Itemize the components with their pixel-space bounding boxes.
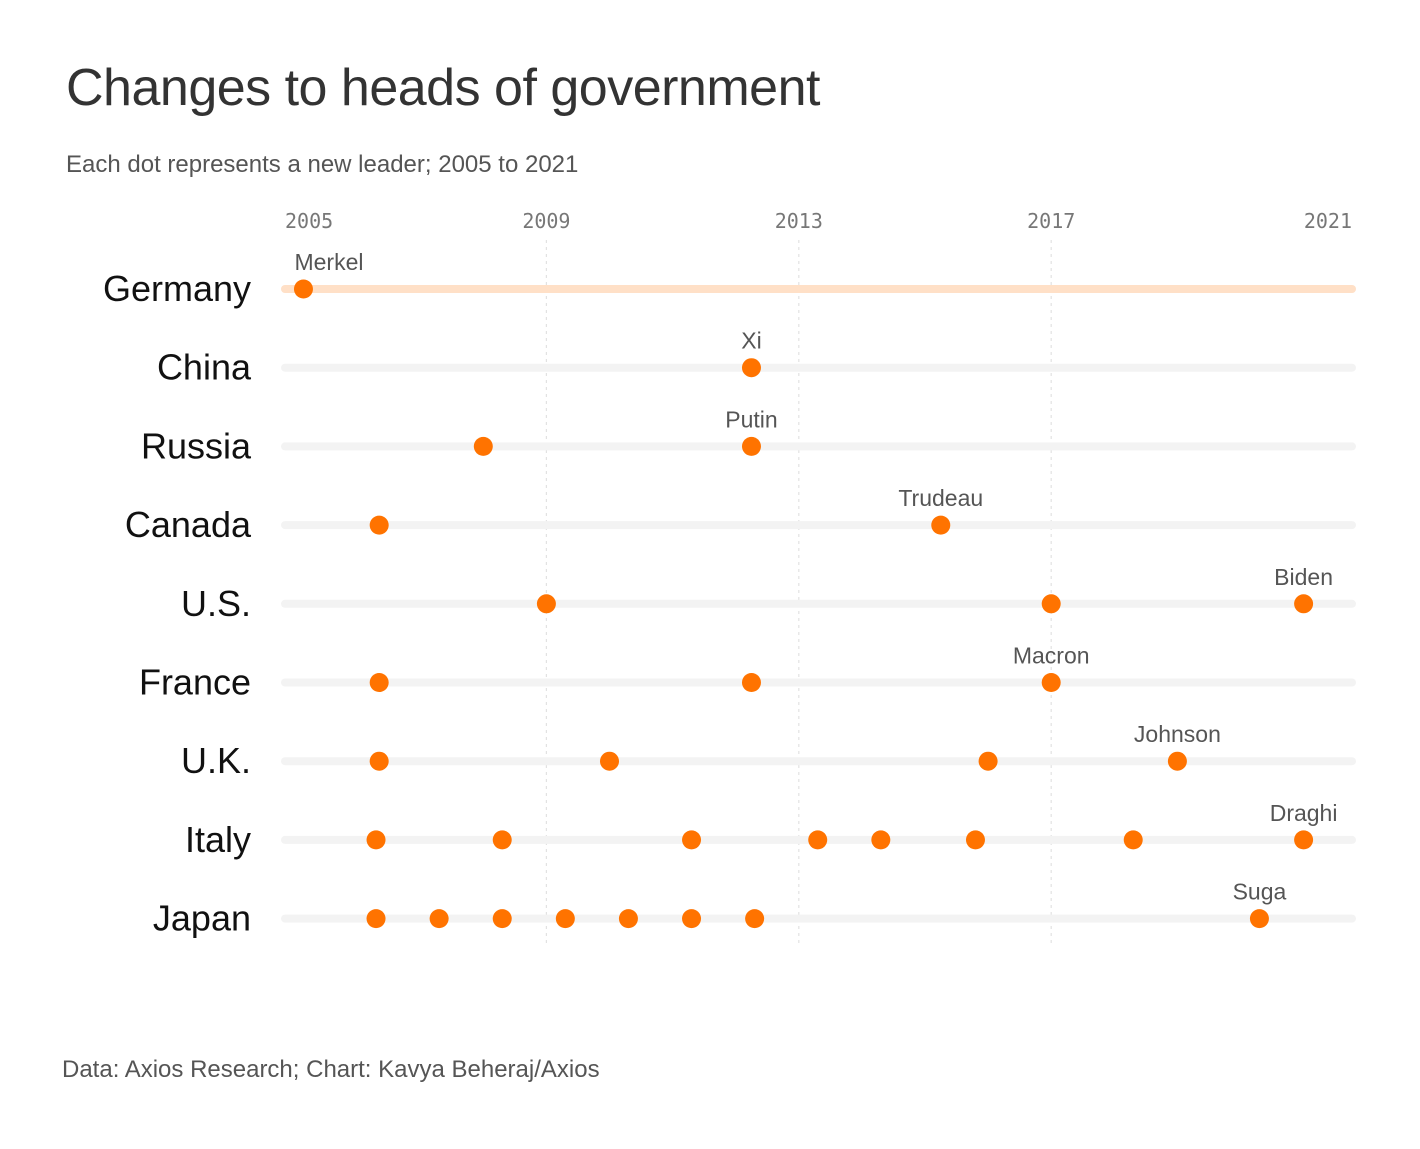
country-label: Italy xyxy=(185,819,251,860)
leader-dot[interactable] xyxy=(492,830,512,850)
leader-dot[interactable] xyxy=(741,358,761,378)
leader-dot[interactable] xyxy=(1294,594,1314,614)
leader-dot[interactable] xyxy=(745,909,765,929)
x-tick-label: 2013 xyxy=(775,209,823,233)
x-tick-label: 2005 xyxy=(285,209,333,233)
leader-label: Johnson xyxy=(1134,721,1221,747)
leader-dot[interactable] xyxy=(1294,830,1314,850)
leader-dot[interactable] xyxy=(682,830,702,850)
leader-label: Putin xyxy=(725,406,777,432)
leader-dot[interactable] xyxy=(965,830,985,850)
country-layer: Germany China Russia Canada U.S. France U.K. It… xyxy=(103,268,252,939)
leader-dot[interactable] xyxy=(1123,830,1143,850)
country-label: China xyxy=(157,347,252,388)
track-layer xyxy=(281,285,1356,923)
tick-layer: 2005 2009 2013 2017 2021 xyxy=(285,209,1352,233)
leader-dot[interactable] xyxy=(536,594,556,614)
x-tick-label: 2009 xyxy=(522,209,570,233)
country-label: U.S. xyxy=(181,583,251,624)
leader-dot[interactable] xyxy=(978,751,998,771)
leader-dot[interactable] xyxy=(1041,673,1061,692)
leader-label: Trudeau xyxy=(898,485,983,511)
grid-layer xyxy=(545,240,1052,945)
leader-dot[interactable] xyxy=(366,830,386,850)
leader-dot[interactable] xyxy=(741,436,761,456)
leader-label: Draghi xyxy=(1270,800,1338,826)
leader-dot[interactable] xyxy=(293,279,313,299)
leader-dot[interactable] xyxy=(492,909,512,929)
leader-dot[interactable] xyxy=(808,830,828,850)
leader-dot[interactable] xyxy=(1041,594,1061,614)
leader-dot[interactable] xyxy=(1167,751,1187,771)
country-label: Russia xyxy=(141,425,252,466)
leader-dot[interactable] xyxy=(369,751,389,771)
leader-dot[interactable] xyxy=(429,909,449,929)
country-label: France xyxy=(139,662,251,703)
leader-dot[interactable] xyxy=(555,909,575,929)
chart-subtitle: Each dot represents a new leader; 2005 t… xyxy=(66,151,579,178)
chart-source: Data: Axios Research; Chart: Kavya Beher… xyxy=(62,1056,600,1083)
leader-dot[interactable] xyxy=(369,515,389,535)
country-label: U.K. xyxy=(181,740,251,781)
leader-dot[interactable] xyxy=(618,909,638,929)
leader-label-layer: Merkel Xi Putin Trudeau Biden Macron Johnson Dr… xyxy=(294,249,1337,905)
x-tick-label: 2017 xyxy=(1027,209,1075,233)
leader-dot[interactable] xyxy=(1249,909,1269,929)
country-label: Canada xyxy=(125,504,252,545)
country-label: Japan xyxy=(153,898,251,939)
leader-dot[interactable] xyxy=(741,673,761,692)
leader-label: Suga xyxy=(1233,879,1287,905)
x-tick-label: 2021 xyxy=(1304,209,1352,233)
leader-dot[interactable] xyxy=(366,909,386,929)
leader-dot[interactable] xyxy=(871,830,891,850)
leader-label: Merkel xyxy=(294,249,363,275)
leader-dot[interactable] xyxy=(931,515,951,535)
leader-dot[interactable] xyxy=(600,751,619,771)
dot-layer xyxy=(293,279,1314,929)
leader-dot[interactable] xyxy=(473,436,493,456)
leader-label: Macron xyxy=(1013,643,1090,669)
leader-dot[interactable] xyxy=(369,673,389,692)
leader-label: Biden xyxy=(1274,564,1333,590)
country-label: Germany xyxy=(103,268,251,309)
chart-title: Changes to heads of government xyxy=(66,59,820,117)
leader-label: Xi xyxy=(741,328,761,354)
leader-dot[interactable] xyxy=(682,909,702,929)
